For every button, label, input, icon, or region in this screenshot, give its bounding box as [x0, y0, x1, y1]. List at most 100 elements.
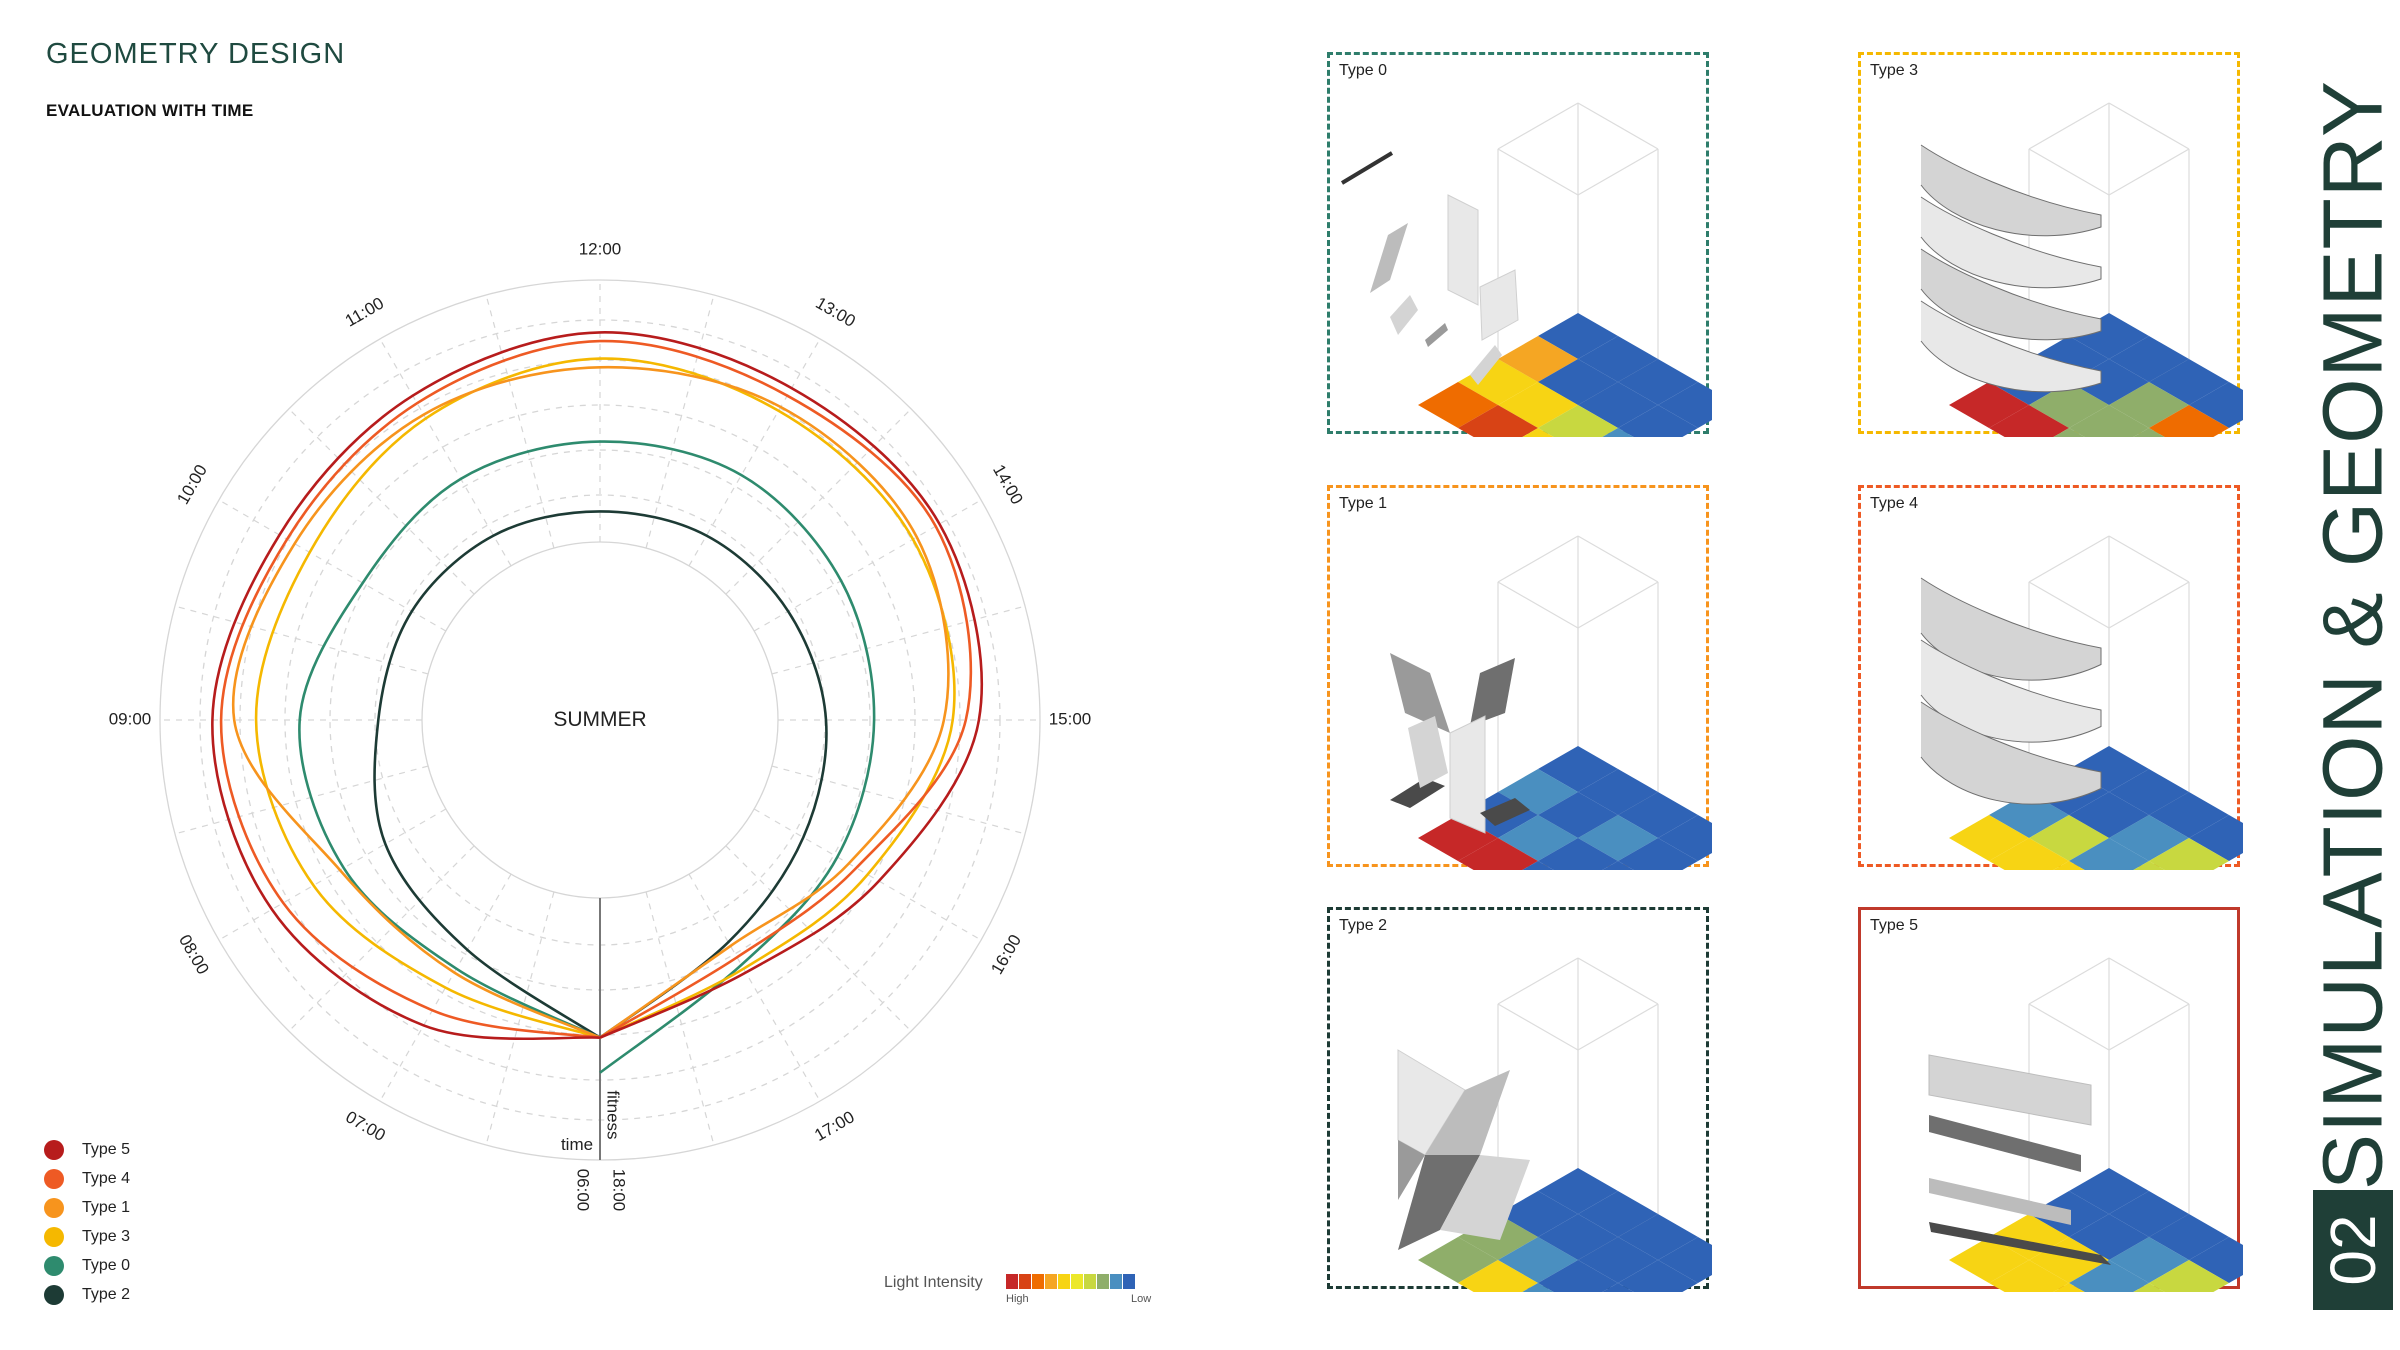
shading-panel — [1370, 223, 1408, 293]
box-edge — [2028, 102, 2110, 150]
grid-spoke — [218, 499, 447, 632]
grid-spoke — [725, 408, 912, 595]
light-intensity-swatch — [1084, 1274, 1096, 1289]
section-number: 02 — [2317, 1214, 2389, 1286]
box-edge — [2028, 535, 2110, 583]
panel-label: Type 1 — [1339, 495, 1388, 512]
floor-tile — [1618, 405, 1698, 437]
time-tick-label: 15:00 — [1049, 709, 1092, 728]
floor-tile — [1602, 428, 1634, 437]
box-edge — [1577, 581, 1659, 629]
time-tick-label: 09:00 — [109, 709, 152, 728]
light-intensity-label: Light Intensity — [884, 1274, 983, 1291]
box-edge — [1497, 1003, 1579, 1051]
panel-type5: Type 5 — [1858, 907, 2243, 1292]
grid-spoke — [645, 891, 715, 1146]
geometry-drawing — [1928, 957, 2243, 1292]
floor-tile — [1522, 428, 1554, 437]
panel-label: Type 2 — [1339, 917, 1388, 934]
box-edge — [1577, 148, 1659, 196]
floor-tile — [1538, 1260, 1618, 1292]
time-tick-label: 13:00 — [812, 293, 858, 331]
floor-tile — [2149, 1260, 2229, 1292]
shading-elements — [1928, 1054, 2111, 1265]
geometry-drawing — [1920, 102, 2243, 437]
time-tick-label: 16:00 — [987, 931, 1025, 977]
light-intensity-swatch — [1045, 1274, 1057, 1289]
grid-spoke — [379, 873, 512, 1102]
panel-label: Type 4 — [1870, 495, 1919, 512]
isometric-box — [1949, 957, 2243, 1292]
time-tick-label: 18:00 — [610, 1169, 629, 1212]
time-tick-label: 14:00 — [989, 461, 1027, 507]
box-edge — [2108, 535, 2190, 583]
fitness-axis-label: fitness — [604, 1090, 623, 1139]
shading-panel — [1425, 1070, 1510, 1155]
floor-tile — [1538, 405, 1618, 437]
panel-label: Type 0 — [1339, 62, 1388, 79]
legend-dot — [44, 1226, 64, 1247]
grid-spoke — [688, 873, 821, 1102]
shading-panel — [1408, 716, 1448, 788]
floor-tile — [2133, 1283, 2165, 1292]
floor-tile — [2149, 405, 2229, 437]
floor-tile — [2133, 428, 2165, 437]
floor-tile — [1989, 1260, 2069, 1292]
overhang-panel — [1928, 1054, 2092, 1126]
grid-spoke — [753, 499, 982, 632]
grid-spoke — [485, 294, 555, 549]
polar-chart: 06:00 07:00 08:00 09:00 10:00 11:00 12:00 13:00… — [109, 239, 1092, 1212]
section-sidebar: SIMULATION & GEOMETRY 02 — [2306, 80, 2400, 1310]
light-high-label: High — [1006, 1293, 1029, 1305]
floor-tile — [2149, 838, 2229, 870]
floor-tile — [2053, 428, 2085, 437]
center-label: SUMMER — [553, 708, 646, 731]
overhang-bar — [1340, 151, 1394, 185]
box-edge — [1497, 581, 1579, 629]
legend-dot — [44, 1284, 64, 1305]
floor-tile — [1522, 1283, 1554, 1292]
floor-tile — [1658, 382, 1712, 428]
geometry-drawing — [1920, 535, 2243, 870]
light-low-label: Low — [1131, 1293, 1152, 1305]
legend-item-type1: Type 1 — [44, 1193, 130, 1222]
floor-tile — [1538, 838, 1618, 870]
series-line-type2 — [373, 510, 828, 1039]
box-edge — [1577, 535, 1659, 583]
series-line-type1 — [231, 365, 950, 1039]
section-title: SIMULATION & GEOMETRY — [2305, 79, 2400, 1191]
light-intensity-swatch — [1097, 1274, 1109, 1289]
louver-fin — [1920, 248, 2102, 341]
shading-elements — [1920, 577, 2102, 805]
louver-fin — [1920, 144, 2102, 237]
shading-panel — [1449, 715, 1486, 834]
grid-spoke — [174, 605, 429, 675]
floor-tile — [2133, 861, 2165, 870]
time-tick-label: 12:00 — [579, 239, 622, 258]
grid-spoke — [688, 338, 821, 567]
grid-spoke — [725, 845, 912, 1032]
panel-type3: Type 3 — [1858, 52, 2243, 437]
grid-spoke — [771, 605, 1026, 675]
series-line-type3 — [254, 357, 956, 1039]
box-edge — [1577, 102, 1659, 150]
legend-dot — [44, 1168, 64, 1189]
box-edge — [1497, 535, 1579, 583]
light-intensity-swatch — [1019, 1274, 1031, 1289]
grid-spoke — [645, 294, 715, 549]
legend-label: Type 0 — [82, 1256, 131, 1274]
time-tick-label: 17:00 — [811, 1107, 857, 1145]
floor-tile — [1522, 861, 1554, 870]
box-edge — [2108, 1003, 2190, 1051]
shading-panel — [1479, 269, 1519, 341]
isometric-box — [1418, 957, 1712, 1292]
legend-dot — [44, 1255, 64, 1276]
shading-elements — [1920, 144, 2102, 393]
legend-label: Type 4 — [82, 1169, 131, 1187]
box-edge — [2028, 957, 2110, 1005]
floor-tile — [2069, 1260, 2149, 1292]
shading-panel — [1390, 778, 1445, 808]
geometry-drawing — [1397, 957, 1712, 1292]
series-line-type5 — [211, 331, 983, 1041]
box-edge — [2108, 581, 2190, 629]
